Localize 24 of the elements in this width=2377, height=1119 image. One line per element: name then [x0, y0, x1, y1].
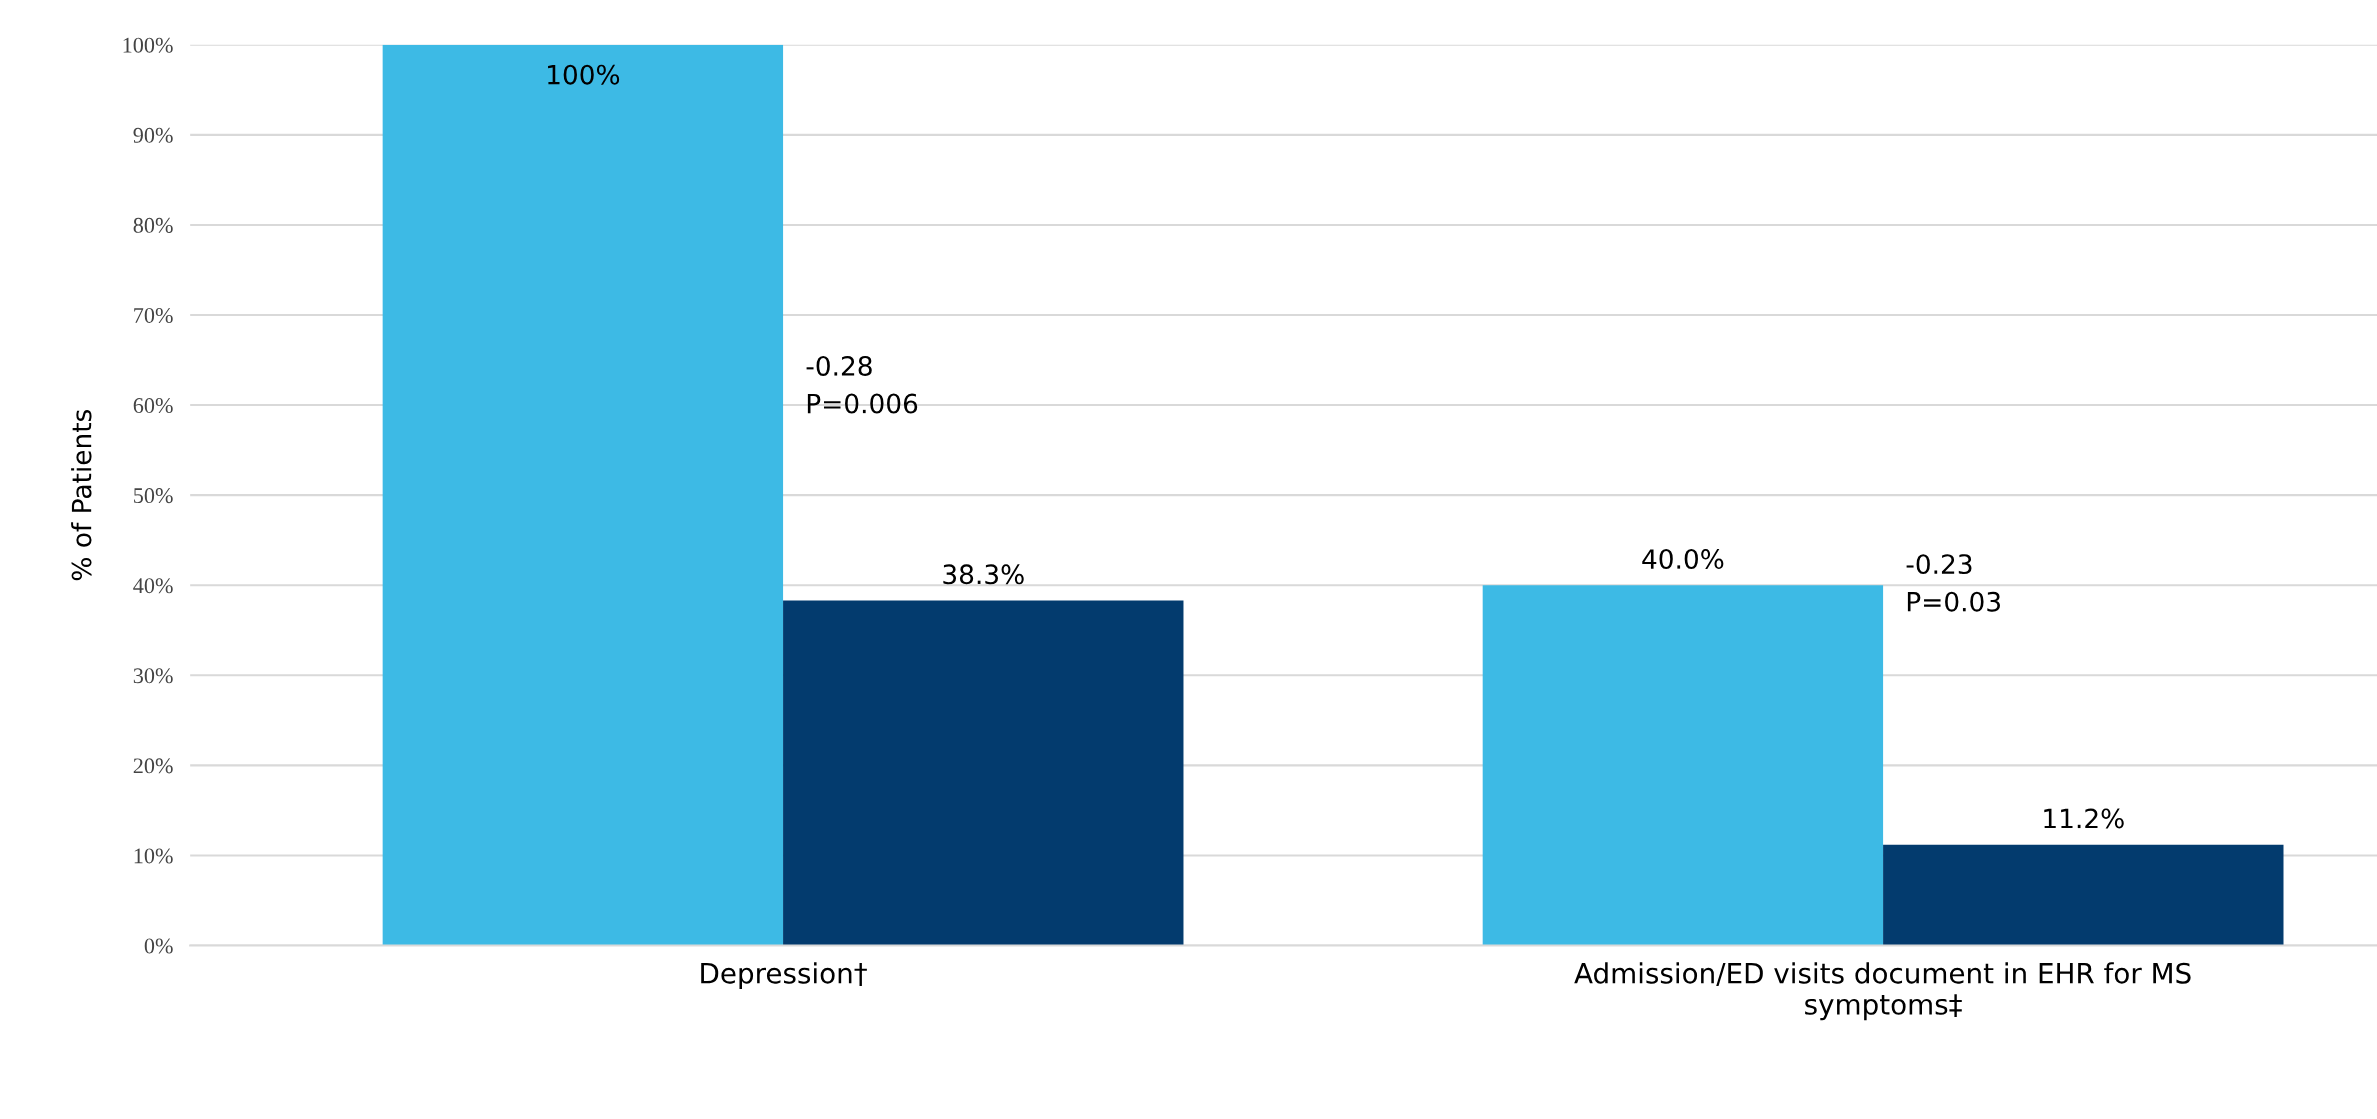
y-tick-label: 10%: [134, 848, 173, 864]
bar: [1482, 585, 1884, 946]
y-tick-label: 30%: [133, 668, 173, 684]
x-tick-label: Admission/ED visits document in EHR for MS symptoms‡: [1574, 962, 2191, 1021]
y-tick-label: 50%: [134, 488, 173, 504]
y-axis-title: % of Patients: [71, 409, 92, 581]
data-label: 40.0%: [1642, 549, 1724, 570]
x-tick-label: Depression†: [701, 962, 867, 990]
data-label: 38.3%: [943, 564, 1024, 585]
data-label: 100%: [548, 64, 620, 85]
bar: [1883, 844, 2284, 946]
data-label: 11.2%: [2044, 808, 2124, 829]
y-tick-label: 100%: [123, 37, 173, 53]
y-tick-label: 20%: [133, 758, 173, 774]
y-tick-label: 90%: [133, 127, 173, 143]
bar: [783, 600, 1184, 946]
y-tick-label: 40%: [133, 578, 173, 594]
annotation: -0.28 P=0.006: [806, 355, 918, 414]
bar: [382, 44, 784, 946]
annotation: -0.23 P=0.03: [1906, 554, 2000, 612]
y-tick-label: 0%: [144, 938, 173, 954]
y-tick-label: 70%: [134, 307, 173, 323]
y-tick-label: 80%: [133, 217, 173, 233]
y-tick-label: 60%: [133, 398, 173, 414]
